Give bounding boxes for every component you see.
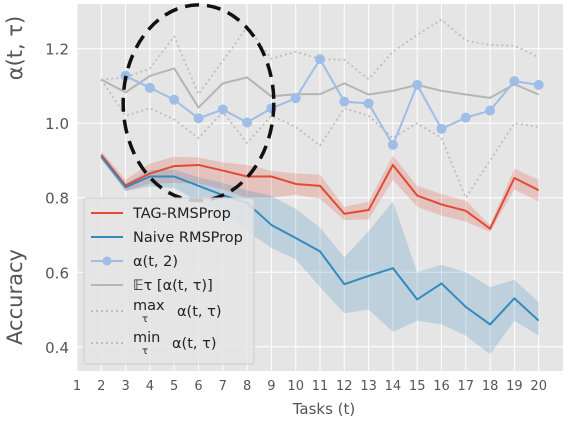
t-2-point: [436, 123, 447, 134]
x-tick-label: 10: [287, 379, 304, 394]
y-tick-labels: 0.4 0.6 0.8 1.0 1.2: [45, 41, 69, 357]
tag-rmsprop-band: [101, 151, 539, 233]
t-2-point: [144, 82, 155, 93]
x-tick-label: 8: [243, 379, 251, 394]
x-tick-label: 12: [336, 379, 353, 394]
legend-label-tag-rmsprop: TAG-RMSProp: [132, 206, 231, 222]
x-axis-label: Tasks (t): [292, 400, 356, 418]
t-2-point: [460, 112, 471, 123]
x-tick-label: 14: [385, 379, 402, 394]
x-tick-labels: 1 2 3 4 5 6 7 8 9 10 11 12 13 14 15 16 17 18 19 20: [73, 379, 547, 394]
t-2-point: [169, 94, 180, 105]
y-tick-label: 1.0: [45, 115, 69, 133]
legend-label-naive-rmsprop: Naive RMSProp: [133, 230, 243, 246]
x-tick-label: 17: [458, 379, 475, 394]
series-markers: [120, 54, 544, 150]
x-tick-label: 13: [360, 379, 377, 394]
t-2-point: [242, 117, 253, 128]
legend-label-alpha-t2: α(t, 2): [133, 254, 178, 270]
legend: TAG-RMSProp Naive RMSProp α(t, 2) 𝔼τ [α(…: [83, 197, 255, 365]
x-tick-label: 1: [73, 379, 81, 394]
y-axis-label-top: α(t, τ): [3, 16, 27, 80]
t-2-point: [217, 104, 228, 115]
y-tick-label: 0.4: [45, 339, 69, 357]
x-tick-label: 2: [97, 379, 105, 394]
min-t-line: [100, 79, 539, 199]
legend-label-min: min: [133, 330, 160, 346]
x-tick-label: 9: [267, 379, 275, 394]
x-tick-label: 5: [170, 379, 178, 394]
y-tick-label: 0.8: [45, 190, 69, 208]
legend-marker-alpha-t2: [102, 256, 112, 266]
t-2-point: [339, 96, 350, 107]
legend-label-expectation: 𝔼τ [α(t, τ)]: [133, 278, 213, 294]
t-2-point: [290, 93, 301, 104]
x-tick-label: 18: [482, 379, 499, 394]
y-tick-label: 1.2: [45, 41, 69, 59]
legend-label-max-alpha: α(t, τ): [177, 304, 222, 320]
x-tick-label: 19: [506, 379, 523, 394]
y-axis-label-bottom: Accuracy: [3, 249, 27, 345]
gridlines: [76, 4, 563, 371]
x-tick-label: 15: [409, 379, 426, 394]
x-tick-label: 20: [530, 379, 547, 394]
t-2-point: [315, 54, 325, 65]
legend-label-min-sub: τ: [142, 346, 148, 357]
x-tick-label: 11: [312, 379, 329, 394]
t-2-point: [485, 105, 496, 116]
t-line: [100, 67, 540, 109]
x-tick-label: 6: [194, 379, 202, 394]
t-2-point: [533, 79, 544, 90]
t-2-point: [363, 98, 374, 109]
naive-rmsprop-line: [100, 156, 540, 326]
legend-label-max-sub: τ: [142, 314, 148, 325]
t-2-point: [387, 139, 398, 150]
x-tick-label: 4: [146, 379, 154, 394]
t-2-point: [412, 79, 423, 90]
x-tick-label: 7: [219, 379, 227, 394]
x-tick-label: 16: [433, 379, 450, 394]
t-2-point: [509, 76, 520, 87]
legend-label-min-alpha: α(t, τ): [172, 336, 217, 352]
y-tick-label: 0.6: [45, 264, 69, 282]
x-tick-label: 3: [121, 379, 129, 394]
t-2-point: [193, 113, 204, 124]
tag-rmsprop-line: [100, 154, 540, 230]
legend-box: [83, 197, 255, 365]
legend-label-max: max: [133, 298, 165, 314]
